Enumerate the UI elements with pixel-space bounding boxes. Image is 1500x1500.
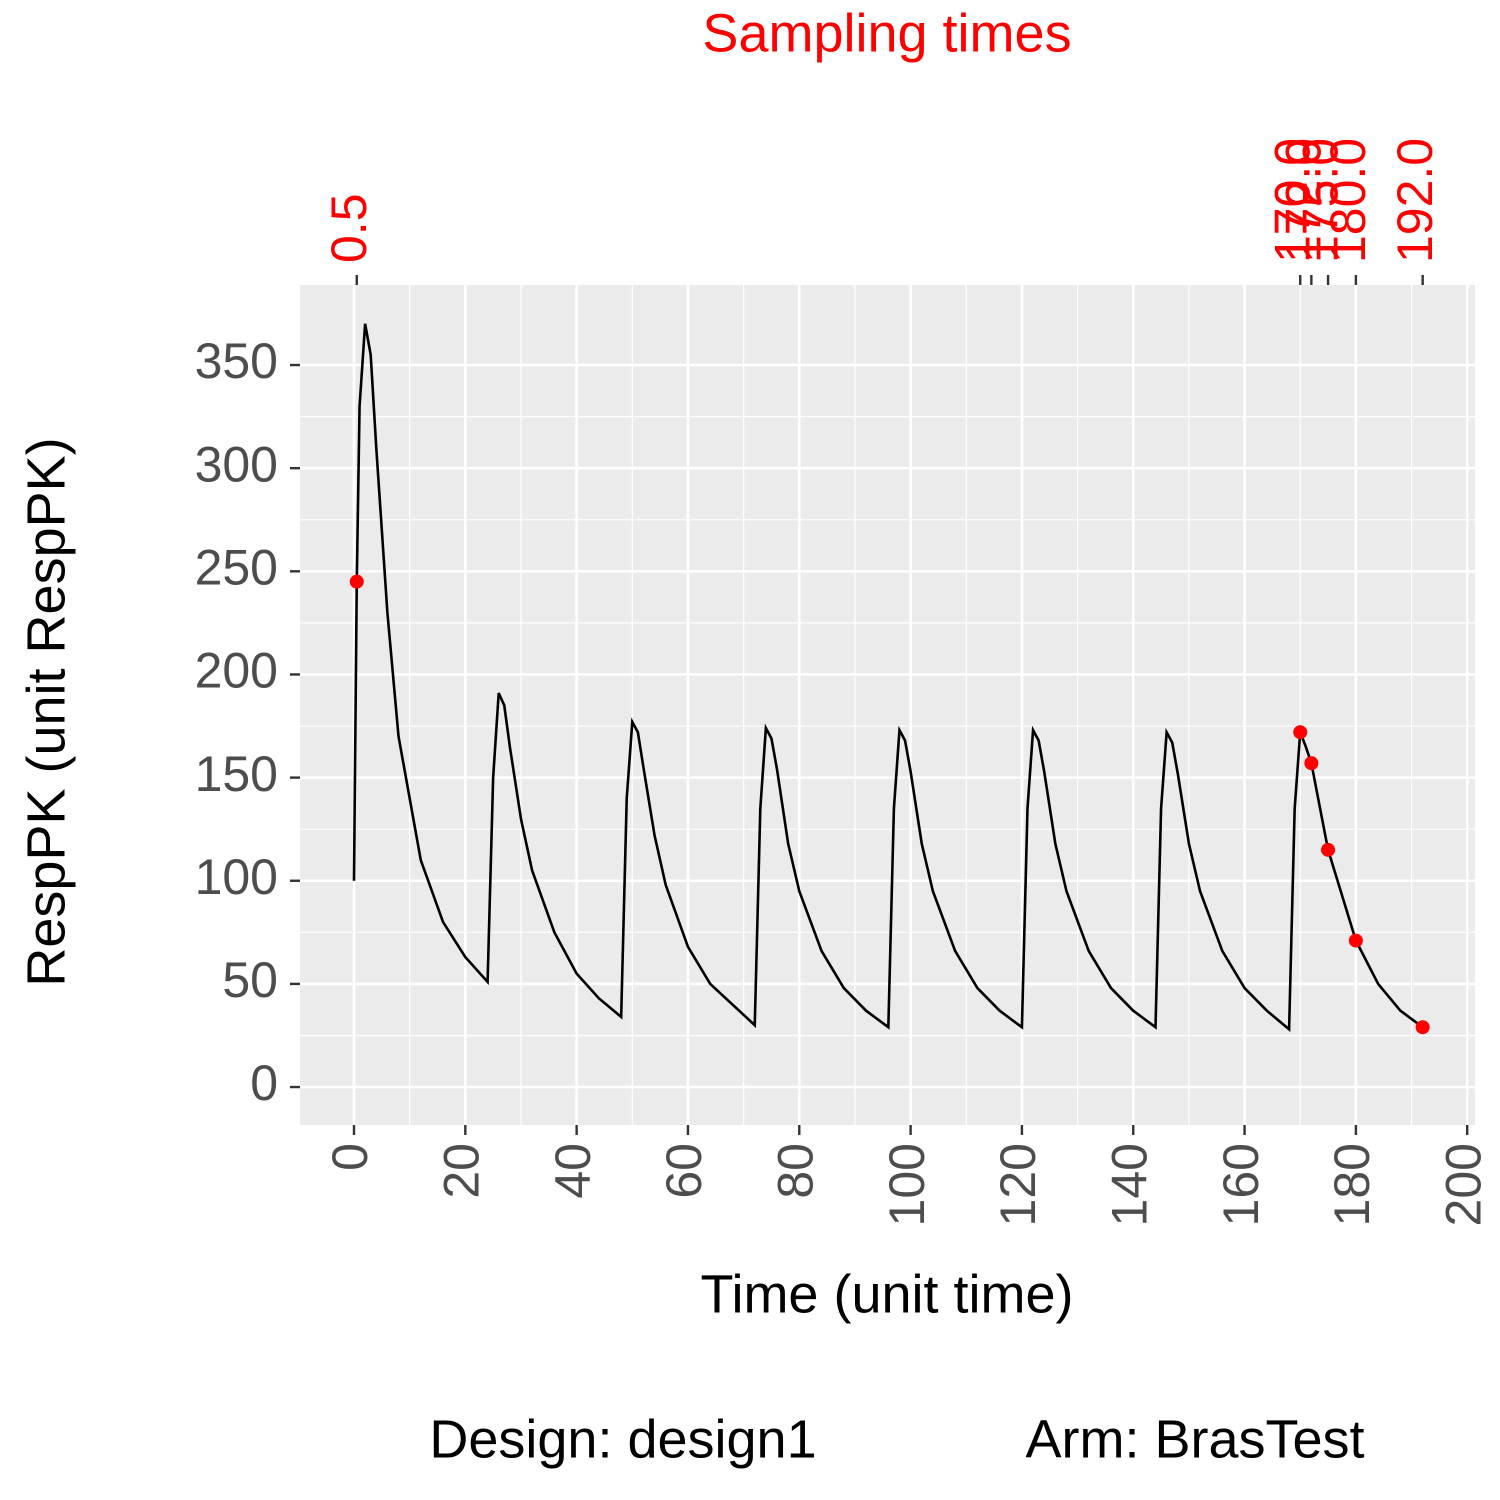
sampling-point bbox=[1293, 725, 1308, 740]
y-tick-label: 0 bbox=[250, 1055, 278, 1111]
y-tick-label: 350 bbox=[195, 333, 278, 389]
x-tick-label: 0 bbox=[322, 1143, 378, 1171]
x-tick-label: 40 bbox=[545, 1143, 601, 1199]
x-tick-label: 60 bbox=[656, 1143, 712, 1199]
y-tick-label: 150 bbox=[195, 746, 278, 802]
top-tick-label: 0.5 bbox=[321, 193, 377, 263]
y-tick-label: 100 bbox=[195, 849, 278, 905]
x-axis-title: Time (unit time) bbox=[700, 1264, 1073, 1324]
sampling-point bbox=[1321, 842, 1336, 857]
x-tick-label: 140 bbox=[1101, 1143, 1157, 1226]
top-tick-label: 175.0 bbox=[1292, 138, 1348, 263]
x-tick-label: 160 bbox=[1213, 1143, 1269, 1226]
x-tick-label: 80 bbox=[767, 1143, 823, 1199]
y-tick-label: 300 bbox=[195, 436, 278, 492]
x-tick-label: 200 bbox=[1435, 1143, 1491, 1226]
caption: Design: design1 bbox=[429, 1409, 816, 1469]
top-tick-label: 172.0 bbox=[1276, 138, 1332, 263]
plot-panel bbox=[300, 285, 1475, 1125]
top-tick-label: 192.0 bbox=[1387, 138, 1443, 263]
sampling-point bbox=[349, 574, 364, 589]
sampling-point bbox=[1348, 933, 1363, 948]
y-tick-label: 200 bbox=[195, 643, 278, 699]
x-tick-label: 20 bbox=[434, 1143, 490, 1199]
x-tick-label: 120 bbox=[990, 1143, 1046, 1226]
y-axis-title: RespPK (unit RespPK) bbox=[16, 437, 76, 986]
caption: Arm: BrasTest bbox=[1025, 1409, 1364, 1469]
top-tick-label: 180.0 bbox=[1320, 138, 1376, 263]
top-axis-title: Sampling times bbox=[702, 3, 1071, 63]
y-tick-label: 250 bbox=[195, 540, 278, 596]
line bbox=[352, 323, 1424, 1032]
sampling-point bbox=[1415, 1020, 1430, 1035]
top-tick-label: 170.0 bbox=[1264, 138, 1320, 263]
y-tick-label: 50 bbox=[222, 952, 278, 1008]
x-tick-label: 180 bbox=[1324, 1143, 1380, 1226]
sampling-point bbox=[1304, 756, 1319, 771]
x-tick-label: 100 bbox=[879, 1143, 935, 1226]
